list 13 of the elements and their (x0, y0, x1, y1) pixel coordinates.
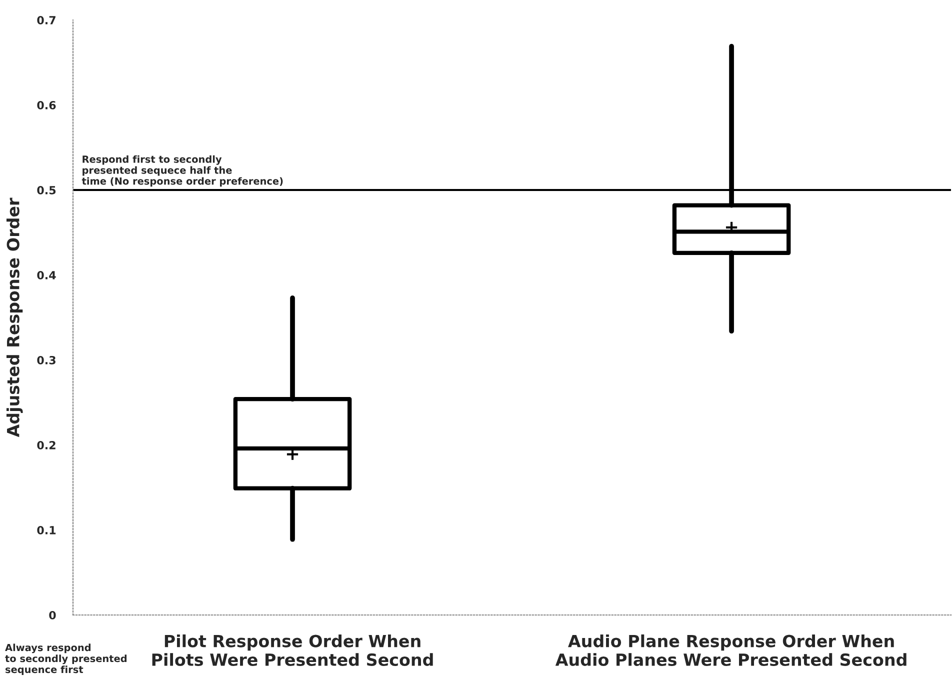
text: Always respond to secondly presented sequence first (5, 644, 127, 675)
y-tick-label: 0.3 (37, 356, 56, 364)
y-tick-label: 0.5 (37, 186, 56, 194)
y-axis-title: Adjusted Response Order (6, 198, 23, 438)
x-tick-label: Audio Plane Response Order When Audio Planes Were Presented Second (555, 634, 906, 666)
ref-line-label: Respond first to secondly presented sequece half the time (No response order preference) (82, 155, 283, 187)
y-tick-label: 0.2 (37, 440, 56, 450)
y-tick-label: 0.4 (37, 270, 56, 280)
y-tick-label: 0.7 (37, 16, 56, 24)
y-tick-label: 0.1 (37, 526, 56, 534)
y-tick-label: 0.6 (37, 100, 56, 110)
x-tick-label: Pilot Response Order When Pilots Were Presented Second (152, 634, 433, 666)
y-tick-label: 0 (49, 610, 56, 620)
